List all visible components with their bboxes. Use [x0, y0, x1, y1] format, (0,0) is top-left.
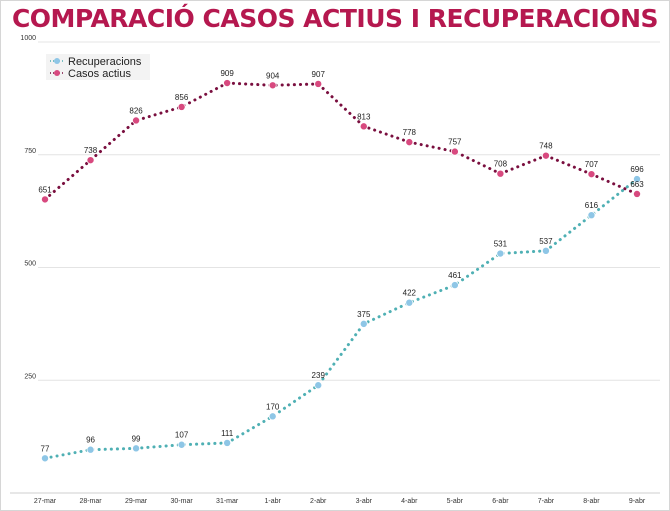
data-label: 813: [357, 112, 371, 121]
data-point: [405, 138, 414, 147]
data-point: [359, 319, 368, 328]
y-tick-label: 750: [24, 148, 36, 155]
data-label: 99: [132, 434, 141, 443]
data-label: 757: [448, 138, 462, 147]
data-point: [41, 195, 50, 204]
legend-box: [46, 54, 150, 80]
data-label: 907: [312, 70, 326, 79]
data-point: [86, 156, 95, 165]
data-label: 375: [357, 310, 371, 319]
x-tick-label: 5-abr: [447, 498, 464, 505]
data-point: [633, 189, 642, 198]
data-label: 616: [585, 201, 599, 210]
data-point: [132, 444, 141, 453]
data-label: 170: [266, 402, 280, 411]
data-point: [450, 147, 459, 156]
data-label: 708: [494, 160, 508, 169]
y-tick-label: 1000: [20, 35, 36, 42]
data-point: [86, 445, 95, 454]
data-label: 696: [630, 165, 644, 174]
gridlines: [10, 41, 660, 494]
x-tick-label: 1-abr: [265, 498, 282, 505]
data-label: 77: [41, 444, 50, 453]
data-label: 826: [129, 106, 143, 115]
data-point: [359, 122, 368, 131]
y-axis: 250 500 750 1000: [20, 35, 36, 380]
data-label: 111: [221, 429, 234, 438]
data-point: [633, 175, 642, 184]
series-lines: [43, 81, 639, 460]
data-label: 96: [86, 436, 95, 445]
data-point: [541, 151, 550, 160]
data-labels: 77 96 99 107 111 170 239 375 422 461 531 537 616 696 6…: [38, 69, 644, 453]
data-label: 531: [494, 240, 508, 249]
series-line-recuperacions: [43, 177, 639, 460]
x-axis: 27-mar 28-mar 29-mar 30-mar 31-mar 1-abr 2-abr…: [34, 498, 646, 505]
x-tick-label: 3-abr: [356, 498, 373, 505]
data-point: [587, 170, 596, 179]
x-tick-label: 29-mar: [125, 498, 148, 505]
data-label: 748: [539, 142, 553, 151]
data-label: 707: [585, 160, 599, 169]
data-label: 651: [38, 185, 52, 194]
x-tick-label: 2-abr: [310, 498, 327, 505]
x-tick-label: 28-mar: [79, 498, 102, 505]
data-point: [496, 169, 505, 178]
x-tick-label: 9-abr: [629, 498, 646, 505]
x-tick-label: 7-abr: [538, 498, 555, 505]
legend-swatch-marker: [54, 58, 60, 64]
x-tick-label: 6-abr: [492, 498, 509, 505]
x-tick-label: 30-mar: [171, 498, 194, 505]
data-label: 239: [312, 371, 326, 380]
data-point: [587, 211, 596, 220]
data-point: [268, 412, 277, 421]
data-label: 738: [84, 146, 98, 155]
data-label: 461: [448, 271, 462, 280]
data-point: [405, 298, 414, 307]
x-tick-label: 31-mar: [216, 498, 239, 505]
data-label: 856: [175, 93, 189, 102]
series-line-casos-actius: [43, 81, 639, 201]
data-point: [268, 81, 277, 90]
x-tick-label: 27-mar: [34, 498, 57, 505]
data-point: [132, 116, 141, 125]
data-label: 537: [539, 237, 553, 246]
data-label: 422: [403, 289, 417, 298]
data-point: [496, 249, 505, 258]
legend-label: Recuperacions: [68, 56, 142, 68]
x-tick-label: 8-abr: [583, 498, 600, 505]
data-label: 663: [630, 180, 644, 189]
y-tick-label: 500: [24, 261, 36, 268]
chart-title: COMPARACIÓ CASOS ACTIUS I RECUPERACIONS: [11, 4, 659, 33]
data-point: [541, 246, 550, 255]
data-point: [223, 438, 232, 447]
data-point: [450, 281, 459, 290]
legend-label: Casos actius: [68, 68, 131, 80]
data-point: [177, 102, 186, 111]
legend-swatch-marker: [54, 70, 60, 76]
x-tick-label: 4-abr: [401, 498, 418, 505]
data-label: 107: [175, 431, 189, 440]
data-label: 904: [266, 71, 280, 80]
data-points: [41, 79, 642, 463]
data-label: 909: [220, 69, 234, 78]
data-point: [177, 440, 186, 449]
data-point: [41, 454, 50, 463]
data-point: [314, 79, 323, 88]
data-point: [314, 381, 323, 390]
data-label: 778: [403, 128, 417, 137]
y-tick-label: 250: [24, 373, 36, 380]
data-point: [223, 79, 232, 88]
